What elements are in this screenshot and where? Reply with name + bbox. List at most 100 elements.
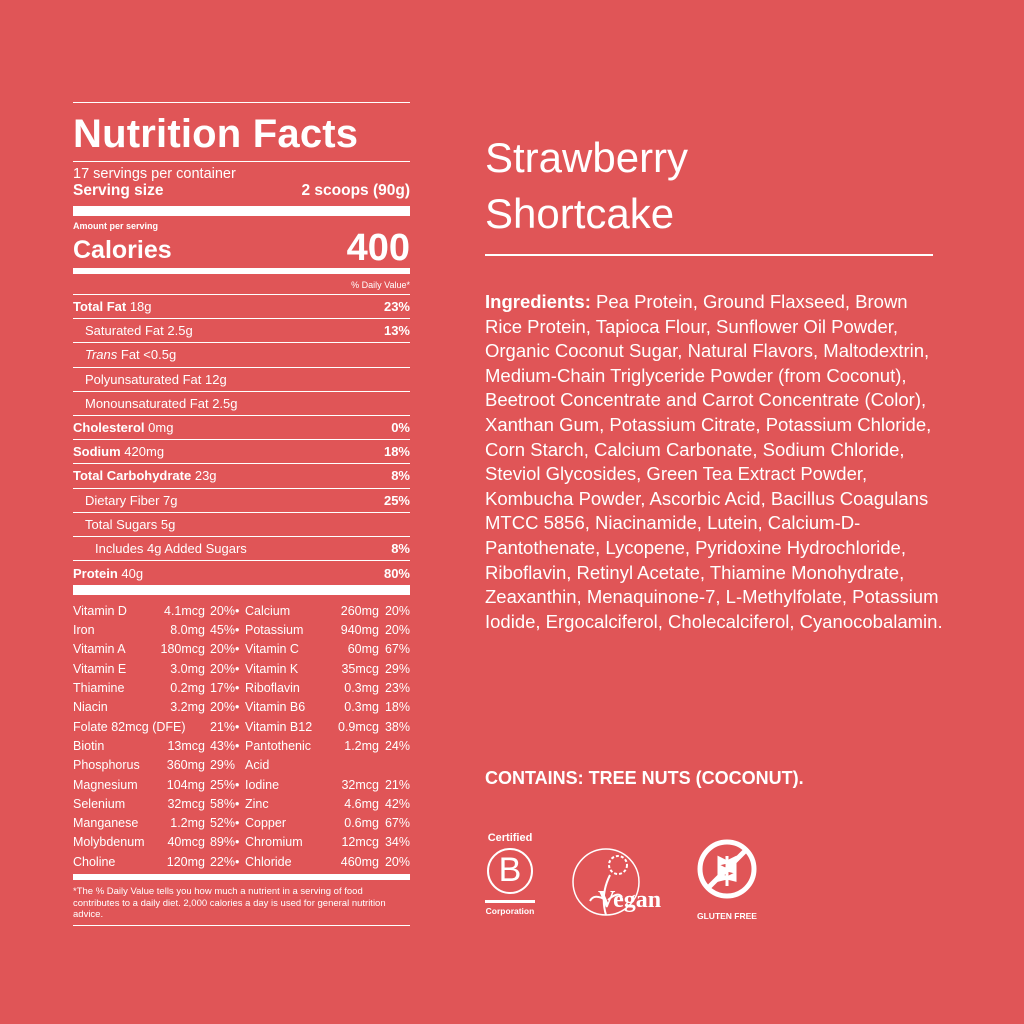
sunflower-icon — [572, 848, 640, 916]
vitamin-name: Magnesium — [73, 777, 138, 792]
vitamin-dv: 89% — [209, 835, 235, 850]
calories-value: 400 — [346, 227, 410, 269]
vitamin-row: Niacin 3.2mg 20% • Vitamin B6 0.3mg 18% — [73, 698, 410, 717]
vitamin-amount: 120mg — [166, 854, 205, 869]
nutrient-name: Total Fat 18g — [73, 299, 152, 314]
vitamin-amount: 3.0mg — [170, 661, 205, 676]
mineral-name: Riboflavin — [245, 681, 300, 696]
vitamin-dv: 22% — [209, 854, 235, 869]
mineral-dv: 29% — [384, 661, 410, 676]
vitamin-dv: 25% — [209, 777, 235, 792]
nutrient-name: Polyunsaturated Fat 12g — [85, 372, 227, 387]
vitamin-row: Manganese 1.2mg 52% • Copper 0.6mg 67% — [73, 814, 410, 833]
divider — [73, 874, 410, 881]
nutrient-row: Total Sugars 5g — [73, 513, 410, 537]
mineral-amount: 35mcg — [341, 661, 379, 676]
bullet: • — [235, 835, 240, 850]
vitamin-amount: 360mg — [166, 758, 205, 773]
bullet: • — [235, 642, 240, 657]
vitamin-name: Vitamin E — [73, 661, 127, 676]
bullet: • — [235, 816, 240, 831]
title-line: Shortcake — [485, 190, 675, 237]
nutrient-name: Includes 4g Added Sugars — [95, 541, 247, 556]
nutrient-name: Total Carbohydrate 23g — [73, 468, 217, 483]
vitamin-name: Thiamine — [73, 681, 125, 696]
nutrient-label: Total Carbohydrate — [73, 468, 192, 484]
vitamin-amount: 3.2mg — [170, 700, 205, 715]
nutrient-row: Saturated Fat 2.5g 13% — [73, 319, 410, 344]
nutrient-dv: 8% — [391, 540, 410, 556]
vitamin-dv: 20% — [209, 661, 235, 676]
vegan-badge: Vegan — [570, 845, 670, 925]
mineral-name: Copper — [245, 816, 286, 831]
mineral-name: Iodine — [245, 777, 280, 792]
nutrient-label: Saturated Fat — [85, 323, 164, 339]
product-title: Strawberry Shortcake — [485, 130, 935, 242]
vitamin-amount: 104mg — [166, 777, 205, 792]
mineral-amount: 1.2mg — [344, 738, 379, 753]
vitamin-name: Selenium — [73, 796, 126, 811]
nutrient-label: Includes 4g Added Sugars — [95, 540, 247, 556]
mineral-name: Chloride — [245, 854, 292, 869]
daily-value-header: % Daily Value* — [73, 274, 410, 295]
bullet: • — [235, 738, 240, 753]
nutrient-label: Total Fat — [73, 299, 127, 315]
nutrient-dv: 23% — [383, 299, 410, 315]
nutrient-amount: 420mg — [124, 444, 165, 460]
divider — [73, 585, 410, 596]
nutrient-dv: 13% — [383, 323, 410, 339]
nutrient-name: Dietary Fiber 7g — [85, 493, 178, 508]
vitamin-row: Iron 8.0mg 45% • Potassium 940mg 20% — [73, 621, 410, 640]
nutrient-amount: 2.5g — [167, 323, 193, 339]
vitamin-row: Phosphorus 360mg 29% Acid — [73, 756, 410, 775]
nutrient-row: Total Carbohydrate 23g 8% — [73, 464, 410, 489]
vitamin-name: Manganese — [73, 816, 139, 831]
nutrient-name: Sodium 420mg — [73, 444, 164, 459]
mineral-name: Chromium — [245, 835, 303, 850]
mineral-dv: 24% — [384, 738, 410, 753]
nutrient-row: Monounsaturated Fat 2.5g — [73, 392, 410, 416]
mineral-dv: 20% — [384, 603, 410, 618]
calories: Calories 400 — [73, 227, 410, 269]
gluten-free-label: GLUTEN FREE — [697, 911, 757, 921]
vitamin-dv: 29% — [209, 758, 235, 773]
bullet: • — [235, 777, 240, 792]
nutrient-amount: 18g — [129, 299, 152, 315]
vitamin-name: Biotin — [73, 738, 105, 753]
bcorp-top: Certified — [487, 832, 533, 844]
nutrient-amount: 5g — [160, 516, 176, 532]
vitamin-dv: 52% — [209, 816, 235, 831]
nutrient-label: Sodium — [73, 444, 121, 460]
bullet: • — [235, 661, 240, 676]
vitamin-amount: 40mcg — [167, 835, 205, 850]
b-logo-icon: B — [487, 848, 533, 894]
mineral-name: Pantothenic — [245, 738, 312, 753]
vegan-label: Vegan — [598, 887, 662, 913]
nutrient-label: Monounsaturated Fat — [85, 395, 209, 411]
serving-size-label: Serving size — [73, 182, 164, 199]
mineral-amount: 60mg — [347, 642, 379, 657]
nutrient-row: Dietary Fiber 7g 25% — [73, 489, 410, 513]
mineral-amount: 0.3mg — [344, 700, 379, 715]
vitamin-dv: 21% — [209, 719, 235, 734]
vitamin-dv: 20% — [209, 700, 235, 715]
mineral-amount: 460mg — [340, 854, 379, 869]
amount-per-serving: Amount per serving — [73, 221, 159, 231]
no-wheat-icon — [697, 839, 757, 899]
mineral-name: Vitamin C — [245, 642, 299, 657]
nutrient-label: Total Sugars — [85, 516, 158, 532]
nutrient-label: Trans — [85, 347, 118, 363]
mineral-amount: 12mcg — [341, 835, 379, 850]
mineral-dv: 20% — [384, 854, 410, 869]
mineral-amount: 32mcg — [341, 777, 379, 792]
vitamin-name: Vitamin D — [73, 603, 127, 618]
vitamin-name: Vitamin A — [73, 642, 126, 657]
vitamins-minerals: Vitamin D 4.1mcg 20% • Calcium 260mg 20% Iron 8.… — [73, 595, 410, 871]
nutrient-amount: 40g — [121, 565, 144, 581]
vitamin-name: Folate 82mcg (DFE) — [73, 719, 186, 734]
nutrition-facts-panel: Nutrition Facts 17 servings per containe… — [73, 102, 410, 926]
mineral-dv: 38% — [384, 719, 410, 734]
bullet: • — [235, 623, 240, 638]
nutrient-label: Protein — [73, 565, 118, 581]
nutrient-row: Polyunsaturated Fat 12g — [73, 368, 410, 392]
